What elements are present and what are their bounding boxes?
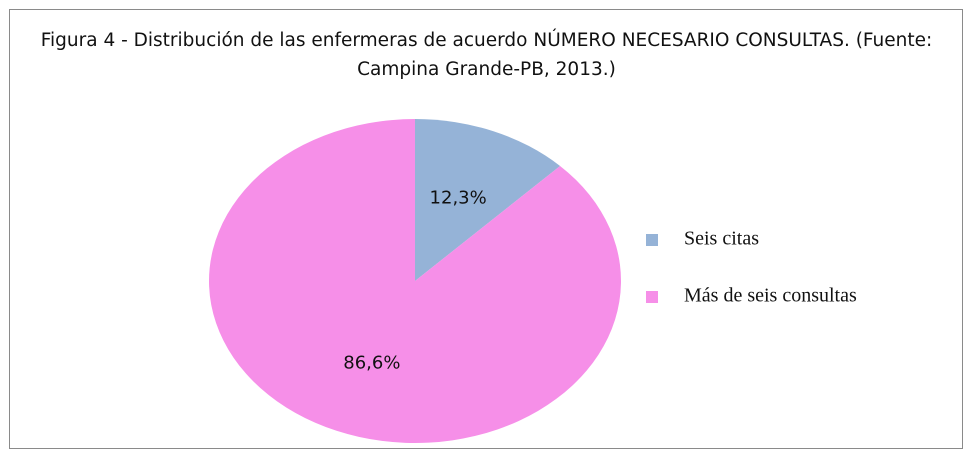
pie-slice [415,119,561,281]
legend-label: Más de seis consultas [684,285,857,307]
legend-label: Seis citas [684,228,759,250]
legend-swatch [646,291,658,303]
chart-title: Figura 4 - Distribución de las enfermera… [40,30,933,80]
data-label: 12,3% [430,188,487,209]
legend-swatch [646,234,658,246]
pie-slice [208,119,621,443]
data-label: 86,6% [343,352,400,373]
